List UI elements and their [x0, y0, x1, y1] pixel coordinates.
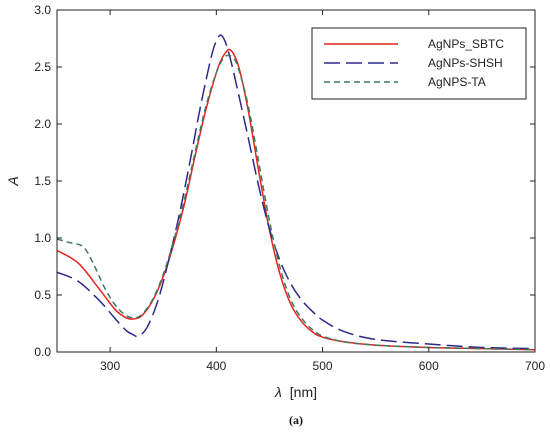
series-line — [57, 54, 535, 351]
legend: AgNPs_SBTC AgNPs-SHSH AgNPS-TA — [311, 27, 527, 100]
legend-label: AgNPS-TA — [428, 75, 486, 89]
y-tick-label: 1.5 — [34, 174, 51, 188]
figure-caption: (a) — [289, 413, 303, 427]
x-tick-label: 600 — [419, 359, 439, 373]
series-line — [57, 34, 535, 350]
x-tick-label: 500 — [313, 359, 333, 373]
x-tick-label: 700 — [525, 359, 545, 373]
y-tick-label: 2.5 — [34, 60, 51, 74]
x-tick-label: 300 — [100, 359, 120, 373]
y-axis-label: A — [5, 176, 21, 186]
legend-label: AgNPs-SHSH — [428, 56, 503, 70]
axis-ticks: 300 400 500 600 700 0.0 0.5 1.0 1.5 2.0 2.5 3.0 — [34, 3, 545, 373]
series-line — [57, 48, 535, 351]
y-tick-label: 3.0 — [34, 3, 51, 17]
data-layer — [57, 34, 535, 351]
x-axis-label-symbol: λ — [274, 384, 282, 400]
x-tick-label: 400 — [206, 359, 226, 373]
y-tick-label: 1.0 — [34, 231, 51, 245]
y-tick-label: 0.0 — [34, 345, 51, 359]
y-tick-label: 2.0 — [34, 117, 51, 131]
legend-label: AgNPs_SBTC — [428, 37, 504, 51]
y-tick-label: 0.5 — [34, 288, 51, 302]
x-axis-label: λ [nm] — [274, 384, 317, 400]
x-axis-label-unit: [nm] — [290, 384, 317, 400]
